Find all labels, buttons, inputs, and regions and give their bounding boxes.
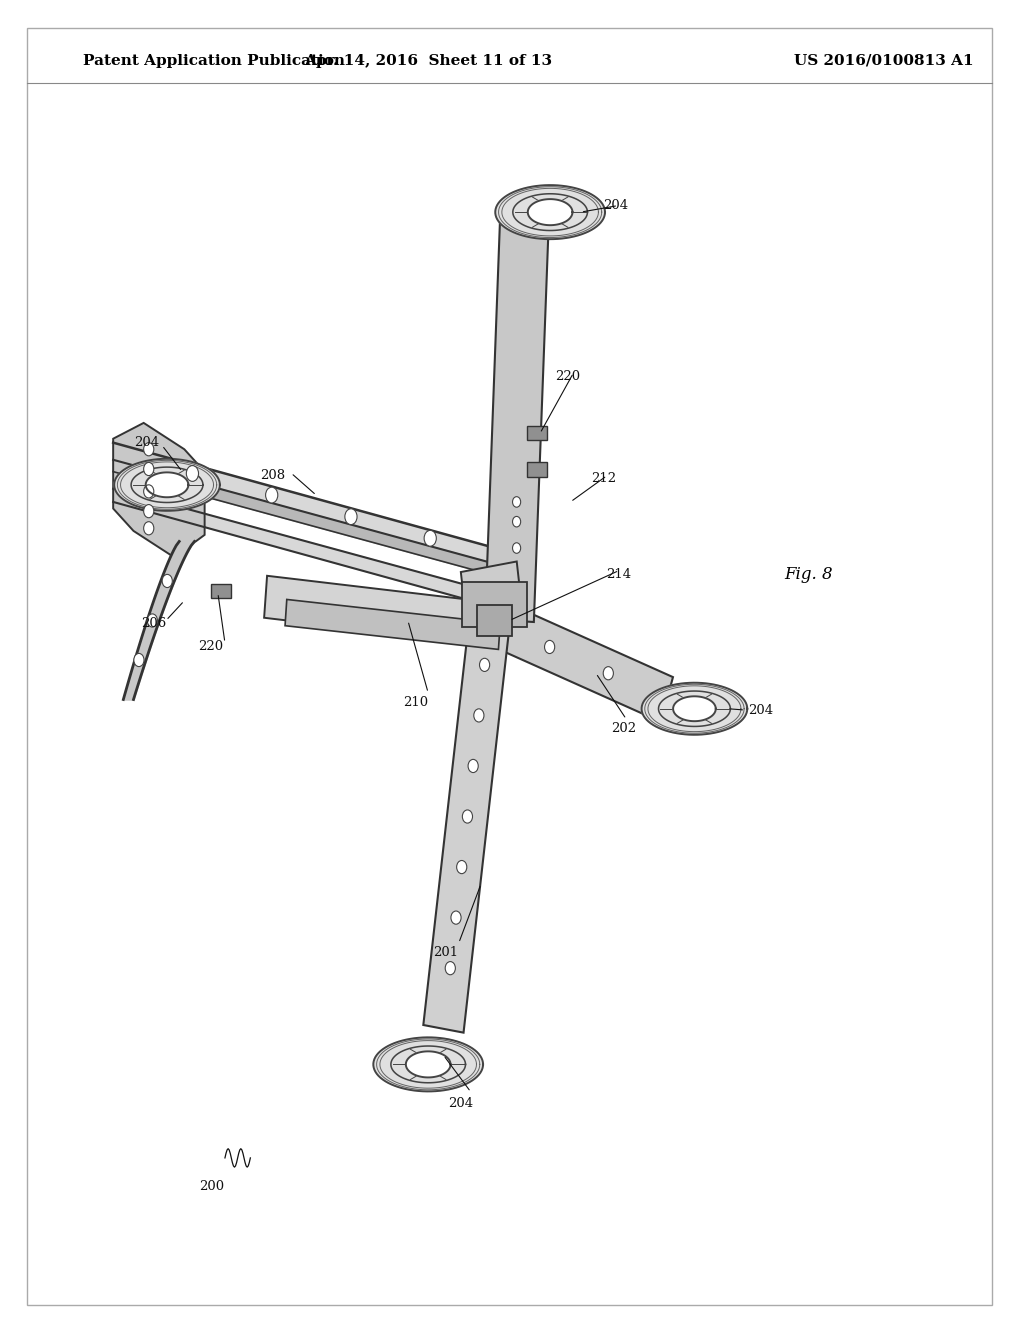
Text: 214: 214: [606, 568, 631, 581]
Polygon shape: [115, 459, 220, 511]
Polygon shape: [642, 682, 748, 735]
Polygon shape: [461, 561, 522, 624]
Polygon shape: [114, 459, 510, 579]
Text: US 2016/0100813 A1: US 2016/0100813 A1: [794, 54, 974, 67]
Text: 200: 200: [200, 1180, 224, 1193]
Circle shape: [134, 653, 144, 667]
FancyBboxPatch shape: [526, 425, 547, 440]
Circle shape: [345, 508, 357, 524]
Circle shape: [186, 466, 199, 482]
Text: 206: 206: [140, 616, 166, 630]
Text: 208: 208: [260, 469, 286, 482]
Circle shape: [445, 961, 456, 974]
FancyBboxPatch shape: [526, 462, 547, 477]
Polygon shape: [494, 602, 673, 722]
FancyBboxPatch shape: [477, 605, 512, 636]
Polygon shape: [285, 599, 500, 649]
Polygon shape: [527, 199, 572, 226]
Text: 202: 202: [611, 722, 636, 735]
Text: 220: 220: [555, 371, 581, 383]
Circle shape: [513, 516, 520, 527]
Circle shape: [143, 504, 154, 517]
Polygon shape: [496, 185, 605, 239]
Circle shape: [603, 667, 613, 680]
Circle shape: [143, 484, 154, 498]
Polygon shape: [673, 696, 716, 721]
Circle shape: [143, 521, 154, 535]
Text: 201: 201: [433, 946, 459, 958]
Text: 204: 204: [449, 1097, 474, 1110]
Circle shape: [474, 709, 484, 722]
Circle shape: [479, 659, 489, 672]
Circle shape: [147, 614, 158, 627]
Polygon shape: [264, 576, 501, 645]
Circle shape: [451, 911, 461, 924]
FancyBboxPatch shape: [211, 583, 231, 598]
Circle shape: [463, 810, 472, 824]
Polygon shape: [406, 1051, 451, 1077]
Circle shape: [162, 574, 172, 587]
Circle shape: [513, 543, 520, 553]
Text: Patent Application Publication: Patent Application Publication: [83, 54, 345, 67]
Circle shape: [143, 462, 154, 475]
Polygon shape: [114, 422, 205, 557]
Text: 204: 204: [603, 199, 628, 213]
Polygon shape: [114, 442, 510, 568]
Polygon shape: [374, 1038, 483, 1092]
Text: 204: 204: [134, 436, 159, 449]
Circle shape: [545, 640, 555, 653]
Text: 204: 204: [749, 704, 773, 717]
Text: 212: 212: [591, 471, 615, 484]
Polygon shape: [485, 211, 549, 622]
Text: Apr. 14, 2016  Sheet 11 of 13: Apr. 14, 2016 Sheet 11 of 13: [304, 54, 552, 67]
Circle shape: [457, 861, 467, 874]
FancyBboxPatch shape: [462, 582, 526, 627]
Text: Fig. 8: Fig. 8: [783, 566, 833, 583]
Circle shape: [265, 487, 278, 503]
Circle shape: [424, 531, 436, 546]
Circle shape: [513, 496, 520, 507]
Text: 210: 210: [402, 696, 428, 709]
Circle shape: [468, 759, 478, 772]
Text: 220: 220: [198, 640, 223, 653]
Circle shape: [143, 442, 154, 455]
Polygon shape: [145, 473, 188, 498]
Polygon shape: [114, 488, 510, 611]
Polygon shape: [423, 620, 509, 1032]
